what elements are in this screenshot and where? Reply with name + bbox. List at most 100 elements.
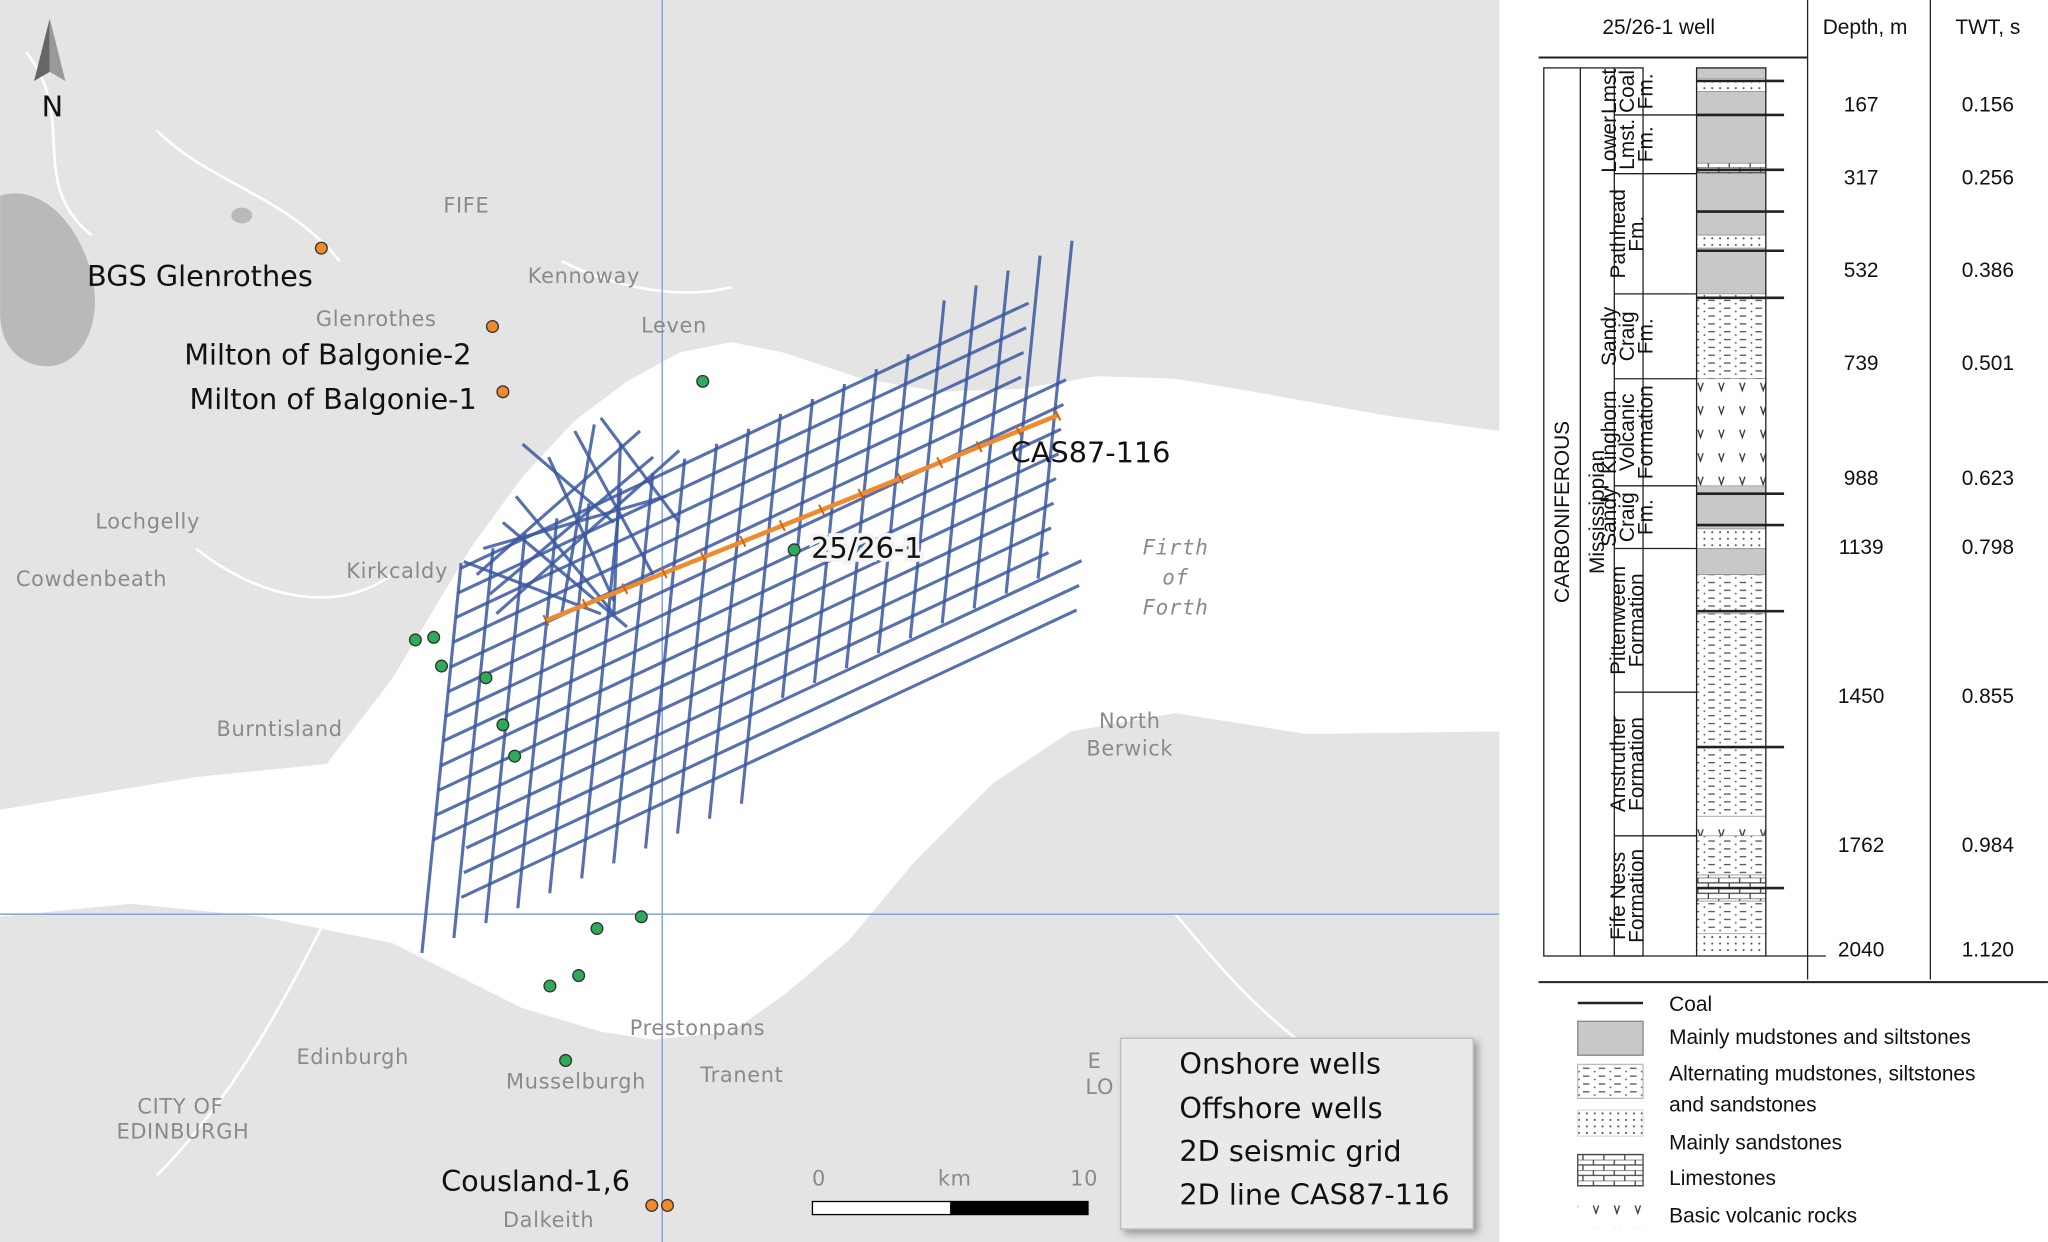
seismic-line xyxy=(548,503,591,894)
twt-label: 0.623 xyxy=(1962,467,2014,490)
depth-label: 317 xyxy=(1844,166,1879,189)
line-label: CAS87-116 xyxy=(1011,435,1171,469)
place-label: Kirkcaldy xyxy=(346,559,448,583)
place-label: LO xyxy=(1085,1075,1114,1099)
seismic-line xyxy=(612,473,655,864)
line-tick xyxy=(542,614,550,627)
twt-label: 0.501 xyxy=(1962,352,2014,375)
seismic-line xyxy=(599,416,681,524)
seismic-line xyxy=(560,424,596,615)
formation-label: Pathhead xyxy=(1607,189,1630,278)
formation-label: Fm. xyxy=(1634,499,1657,535)
place-label: Lochgelly xyxy=(95,509,200,533)
column-header: 25/26-1 well xyxy=(1602,16,1715,39)
well-marker xyxy=(590,922,604,936)
lithology xyxy=(1696,173,1767,236)
lithology xyxy=(1696,835,1767,876)
depth-label: 988 xyxy=(1844,467,1879,490)
seismic-line xyxy=(516,518,559,909)
legend-swatch xyxy=(1577,1109,1644,1137)
well-marker xyxy=(496,385,510,399)
formation-label: Fm. xyxy=(1634,73,1657,109)
formation-label: Fm. xyxy=(1634,318,1657,354)
well-marker xyxy=(543,979,557,993)
line-tick xyxy=(700,551,707,563)
lithology-legend-label: Mainly sandstones xyxy=(1669,1132,1842,1155)
sea-label: of xyxy=(1162,566,1188,590)
formation-label: Fm. xyxy=(1634,499,1657,535)
lithology-legend-label: Coal xyxy=(1669,993,1712,1016)
scale-bar xyxy=(950,1200,1089,1216)
seismic-line xyxy=(612,443,623,614)
well-marker xyxy=(496,718,510,732)
seismic-line xyxy=(452,548,495,939)
lithology xyxy=(1696,91,1767,164)
formation-label: Sandy xyxy=(1598,487,1621,547)
seismic-line xyxy=(482,494,667,551)
column-header: TWT, s xyxy=(1955,16,2020,39)
line-tick xyxy=(857,488,865,500)
line-tick xyxy=(975,441,983,453)
well-marker xyxy=(408,633,422,647)
lithology xyxy=(1696,247,1767,295)
well-marker xyxy=(559,1053,573,1067)
depth-label: 1762 xyxy=(1838,834,1884,857)
column-header: Depth, m xyxy=(1823,16,1908,39)
formation-label: Craig xyxy=(1616,492,1639,542)
seismic-line xyxy=(707,428,751,819)
formation-label: Fm. xyxy=(1634,126,1657,162)
legend-box xyxy=(1119,1037,1474,1230)
scale-label: 0 xyxy=(812,1166,826,1190)
formation-label: Kinghorn xyxy=(1598,391,1621,475)
place-label: Tranent xyxy=(699,1063,783,1087)
lithology xyxy=(1696,815,1767,837)
lithology xyxy=(1696,933,1767,957)
well-marker xyxy=(660,1198,674,1212)
line-tick xyxy=(778,520,786,532)
formation-label: Craig xyxy=(1616,311,1639,361)
formation-label: Anstruther xyxy=(1607,716,1630,812)
city-label: EDINBURGH xyxy=(116,1119,249,1143)
seismic-line xyxy=(812,383,847,684)
formation-label: Fife Ness xyxy=(1607,852,1630,940)
well-label: 25/26-1 xyxy=(811,531,922,565)
legend-swatch xyxy=(1577,1153,1644,1187)
scale-label: km xyxy=(938,1166,972,1190)
legend-swatch xyxy=(1577,1063,1644,1099)
system-label: CARBONIFEROUS xyxy=(1551,421,1574,603)
lithology-legend-label: and sandstones xyxy=(1669,1094,1816,1117)
legend-label: Offshore wells xyxy=(1179,1091,1382,1125)
formation-label: Formation xyxy=(1625,573,1648,667)
lithology xyxy=(1696,162,1767,175)
seismic-grid xyxy=(420,240,1083,954)
place-label: Musselburgh xyxy=(506,1070,646,1094)
lithology xyxy=(1696,613,1767,817)
lithology-legend-label: Basic volcanic rocks xyxy=(1669,1205,1857,1228)
well-label: Cousland-1,6 xyxy=(441,1164,630,1198)
strat-column xyxy=(1538,0,2048,1229)
formation-label: Fm. xyxy=(1625,216,1648,252)
column-frame xyxy=(1543,67,1644,957)
city-label: CITY OF xyxy=(137,1094,223,1118)
sea-label: Firth xyxy=(1142,536,1208,560)
seismic-line xyxy=(521,442,615,524)
twt-label: 0.156 xyxy=(1962,93,2014,116)
formation-label: Formation xyxy=(1625,717,1648,811)
well-label: BGS Glenrothes xyxy=(87,259,313,293)
formation-label: Lower xyxy=(1598,116,1621,173)
formation-label: Lower xyxy=(1598,116,1621,173)
seismic-line xyxy=(972,270,1010,609)
twt-label: 0.386 xyxy=(1962,259,2014,282)
formation-label: Anstruther xyxy=(1607,716,1630,812)
well-marker xyxy=(634,910,648,924)
depth-label: 2040 xyxy=(1838,938,1884,961)
line-tick xyxy=(621,583,629,595)
formation-label: Formation xyxy=(1625,573,1648,667)
place-label: Glenrothes xyxy=(316,307,437,331)
well-marker xyxy=(787,543,801,557)
formation-label: Formation xyxy=(1634,385,1657,479)
formation-label: Sandy xyxy=(1598,306,1621,366)
place-label: Kennoway xyxy=(528,264,640,288)
seismic-line xyxy=(465,559,1083,850)
